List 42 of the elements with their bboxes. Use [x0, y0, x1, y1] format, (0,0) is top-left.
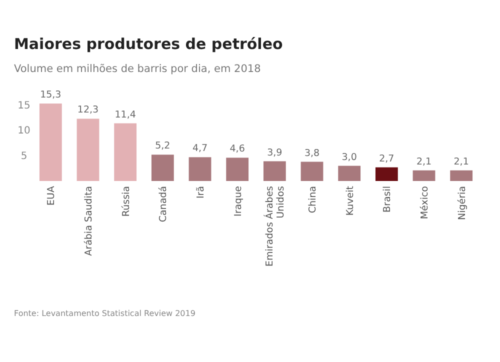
- data-label: 11,4: [114, 109, 136, 120]
- x-tick-label: Nigéria: [456, 186, 468, 220]
- x-tick-label: Kuveit: [344, 186, 356, 216]
- data-label: 3,9: [267, 147, 282, 158]
- bar: [263, 161, 286, 181]
- bar: [76, 118, 100, 181]
- data-label: 4,7: [192, 143, 208, 154]
- data-label: 5,2: [155, 140, 170, 152]
- chart-title: Maiores produtores de petróleo: [14, 35, 283, 53]
- source-note: Fonte: Levantamento Statistical Review 2019: [14, 309, 196, 318]
- chart-subtitle: Volume em milhões de barris por dia, em 2018: [14, 63, 261, 75]
- y-tick-label: 10: [18, 126, 30, 137]
- bar: [114, 123, 137, 181]
- x-tick-label: Rússia: [120, 186, 132, 217]
- bar: [375, 167, 398, 181]
- x-tick-label: China: [308, 186, 318, 214]
- data-label: 4,6: [230, 144, 245, 155]
- x-tick-label: Irã: [196, 186, 206, 199]
- x-tick-label: Iraque: [232, 186, 244, 216]
- y-tick-label: 5: [20, 150, 28, 162]
- bar: [412, 170, 436, 181]
- data-label: 2,7: [379, 153, 394, 164]
- bar: [450, 170, 473, 181]
- bar: [151, 154, 174, 181]
- bar: [300, 162, 324, 181]
- bar: [226, 158, 249, 181]
- data-label: 3,8: [304, 148, 320, 159]
- y-tick-label: 15: [18, 100, 30, 112]
- data-label: 3,0: [342, 152, 357, 163]
- x-tick-label: Brasil: [382, 186, 394, 212]
- data-label: 2,1: [454, 156, 469, 168]
- x-tick-label: México: [420, 186, 430, 220]
- x-tick-label: Emirados Árabes Unidos: [264, 186, 287, 266]
- x-tick-label: EUA: [46, 186, 58, 206]
- x-tick-label: Arábia Saudita: [84, 186, 94, 256]
- data-label: 15,3: [40, 90, 62, 101]
- x-tick-label: Canadá: [158, 186, 170, 222]
- data-label: 2,1: [416, 156, 432, 168]
- data-label: 12,3: [77, 104, 99, 116]
- bar: [338, 166, 361, 181]
- bar: [188, 157, 212, 181]
- bar: [39, 104, 62, 181]
